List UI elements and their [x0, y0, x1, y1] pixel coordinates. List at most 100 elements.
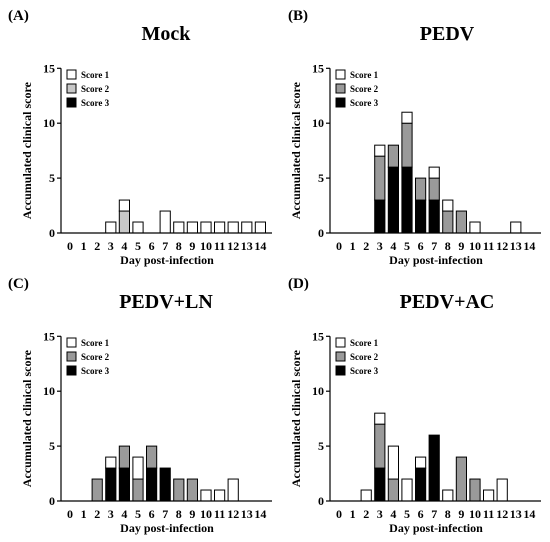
legend-swatch [335, 365, 346, 376]
x-tick-label: 3 [377, 239, 383, 253]
x-tick-label: 13 [241, 507, 253, 521]
y-axis-label: Accumulated clinical score [20, 81, 34, 219]
x-tick-label: 5 [404, 239, 410, 253]
x-tick-label: 7 [162, 507, 168, 521]
y-tick-label: 0 [49, 494, 55, 508]
bar-score-3 [146, 467, 158, 502]
x-tick-label: 12 [227, 239, 239, 253]
bar-score-3 [374, 199, 386, 234]
y-axis-label: Accumulated clinical score [289, 349, 303, 487]
bar-score-2 [118, 445, 131, 469]
y-tick-label: 5 [49, 171, 55, 185]
legend: Score 1 Score 2 Score 3 [66, 337, 110, 376]
bar-score-2 [469, 478, 481, 502]
bar-score-1 [173, 221, 185, 234]
x-tick-label: 3 [108, 507, 114, 521]
bar-score-1 [442, 489, 454, 502]
bar-score-3 [415, 467, 427, 502]
legend: Score 1 Score 2 Score 3 [335, 69, 379, 108]
y-tick-label: 15 [43, 329, 55, 343]
legend-label: Score 3 [81, 366, 110, 376]
bar-score-3 [105, 467, 117, 502]
legend-label: Score 1 [81, 70, 110, 80]
x-tick-label: 8 [445, 507, 451, 521]
bar-score-2 [173, 478, 185, 502]
x-tick-label: 14 [523, 239, 535, 253]
bar-score-2 [118, 210, 131, 234]
legend: Score 1 Score 2 Score 3 [335, 337, 379, 376]
x-tick-label: 3 [377, 507, 383, 521]
x-tick-label: 5 [135, 239, 141, 253]
legend-label: Score 3 [350, 366, 379, 376]
x-axis-label: Day post-infection [120, 521, 214, 535]
bar-score-1 [186, 221, 199, 234]
bar-score-1 [360, 489, 372, 502]
bar-score-2 [401, 122, 413, 168]
x-tick-label: 1 [350, 239, 356, 253]
bar-score-1 [254, 221, 267, 234]
x-tick-label: 14 [254, 239, 266, 253]
y-tick-label: 15 [312, 61, 324, 75]
bar-score-2 [428, 177, 440, 201]
x-tick-label: 3 [108, 239, 114, 253]
x-tick-label: 11 [483, 239, 494, 253]
legend-swatch [335, 97, 346, 108]
legend-label: Score 2 [350, 84, 379, 94]
chart-title: Mock [142, 23, 192, 45]
panel-label: (C) [8, 276, 29, 292]
y-tick-label: 10 [43, 384, 55, 398]
bar-score-1 [105, 221, 117, 234]
y-tick-label: 10 [43, 116, 55, 130]
bar-score-2 [91, 478, 103, 502]
bar-score-1 [442, 199, 454, 212]
legend-swatch [66, 69, 77, 80]
x-tick-label: 12 [227, 507, 239, 521]
x-tick-label: 9 [458, 507, 464, 521]
x-tick-label: 6 [149, 507, 155, 521]
bar-score-3 [374, 467, 386, 502]
bar-score-1 [200, 221, 212, 234]
bar-score-1 [387, 445, 399, 480]
legend-label: Score 3 [350, 98, 379, 108]
bar-score-1 [132, 456, 144, 480]
bar-score-1 [374, 412, 386, 425]
x-tick-label: 9 [458, 239, 464, 253]
bar-score-1 [374, 144, 386, 157]
x-tick-label: 10 [200, 239, 212, 253]
bar-score-1 [415, 456, 427, 469]
bar-score-1 [214, 221, 226, 234]
x-axis-label: Day post-infection [389, 521, 483, 535]
x-tick-label: 0 [336, 507, 342, 521]
y-tick-label: 5 [49, 439, 55, 453]
x-tick-label: 2 [94, 507, 100, 521]
x-tick-label: 2 [363, 507, 369, 521]
x-tick-label: 6 [149, 239, 155, 253]
legend-label: Score 2 [350, 352, 379, 362]
y-tick-label: 0 [49, 226, 55, 240]
bar-score-1 [227, 221, 239, 234]
bar-score-3 [415, 199, 427, 234]
bar-score-1 [483, 489, 495, 502]
bar-score-1 [401, 478, 413, 502]
x-tick-label: 14 [523, 507, 535, 521]
x-tick-label: 2 [94, 239, 100, 253]
x-tick-label: 4 [121, 239, 127, 253]
x-tick-label: 8 [445, 239, 451, 253]
y-tick-label: 15 [312, 329, 324, 343]
panel-label: (B) [288, 8, 308, 24]
chart-title: PEDV [420, 23, 475, 45]
legend-label: Score 2 [81, 84, 110, 94]
legend-swatch [335, 337, 346, 348]
y-tick-label: 5 [318, 171, 324, 185]
x-tick-label: 8 [176, 507, 182, 521]
bar-score-2 [146, 445, 158, 469]
x-tick-label: 0 [67, 507, 73, 521]
y-tick-label: 5 [318, 439, 324, 453]
x-tick-label: 1 [350, 507, 356, 521]
legend-swatch [335, 69, 346, 80]
x-tick-label: 7 [431, 507, 437, 521]
bar-score-2 [442, 210, 454, 234]
